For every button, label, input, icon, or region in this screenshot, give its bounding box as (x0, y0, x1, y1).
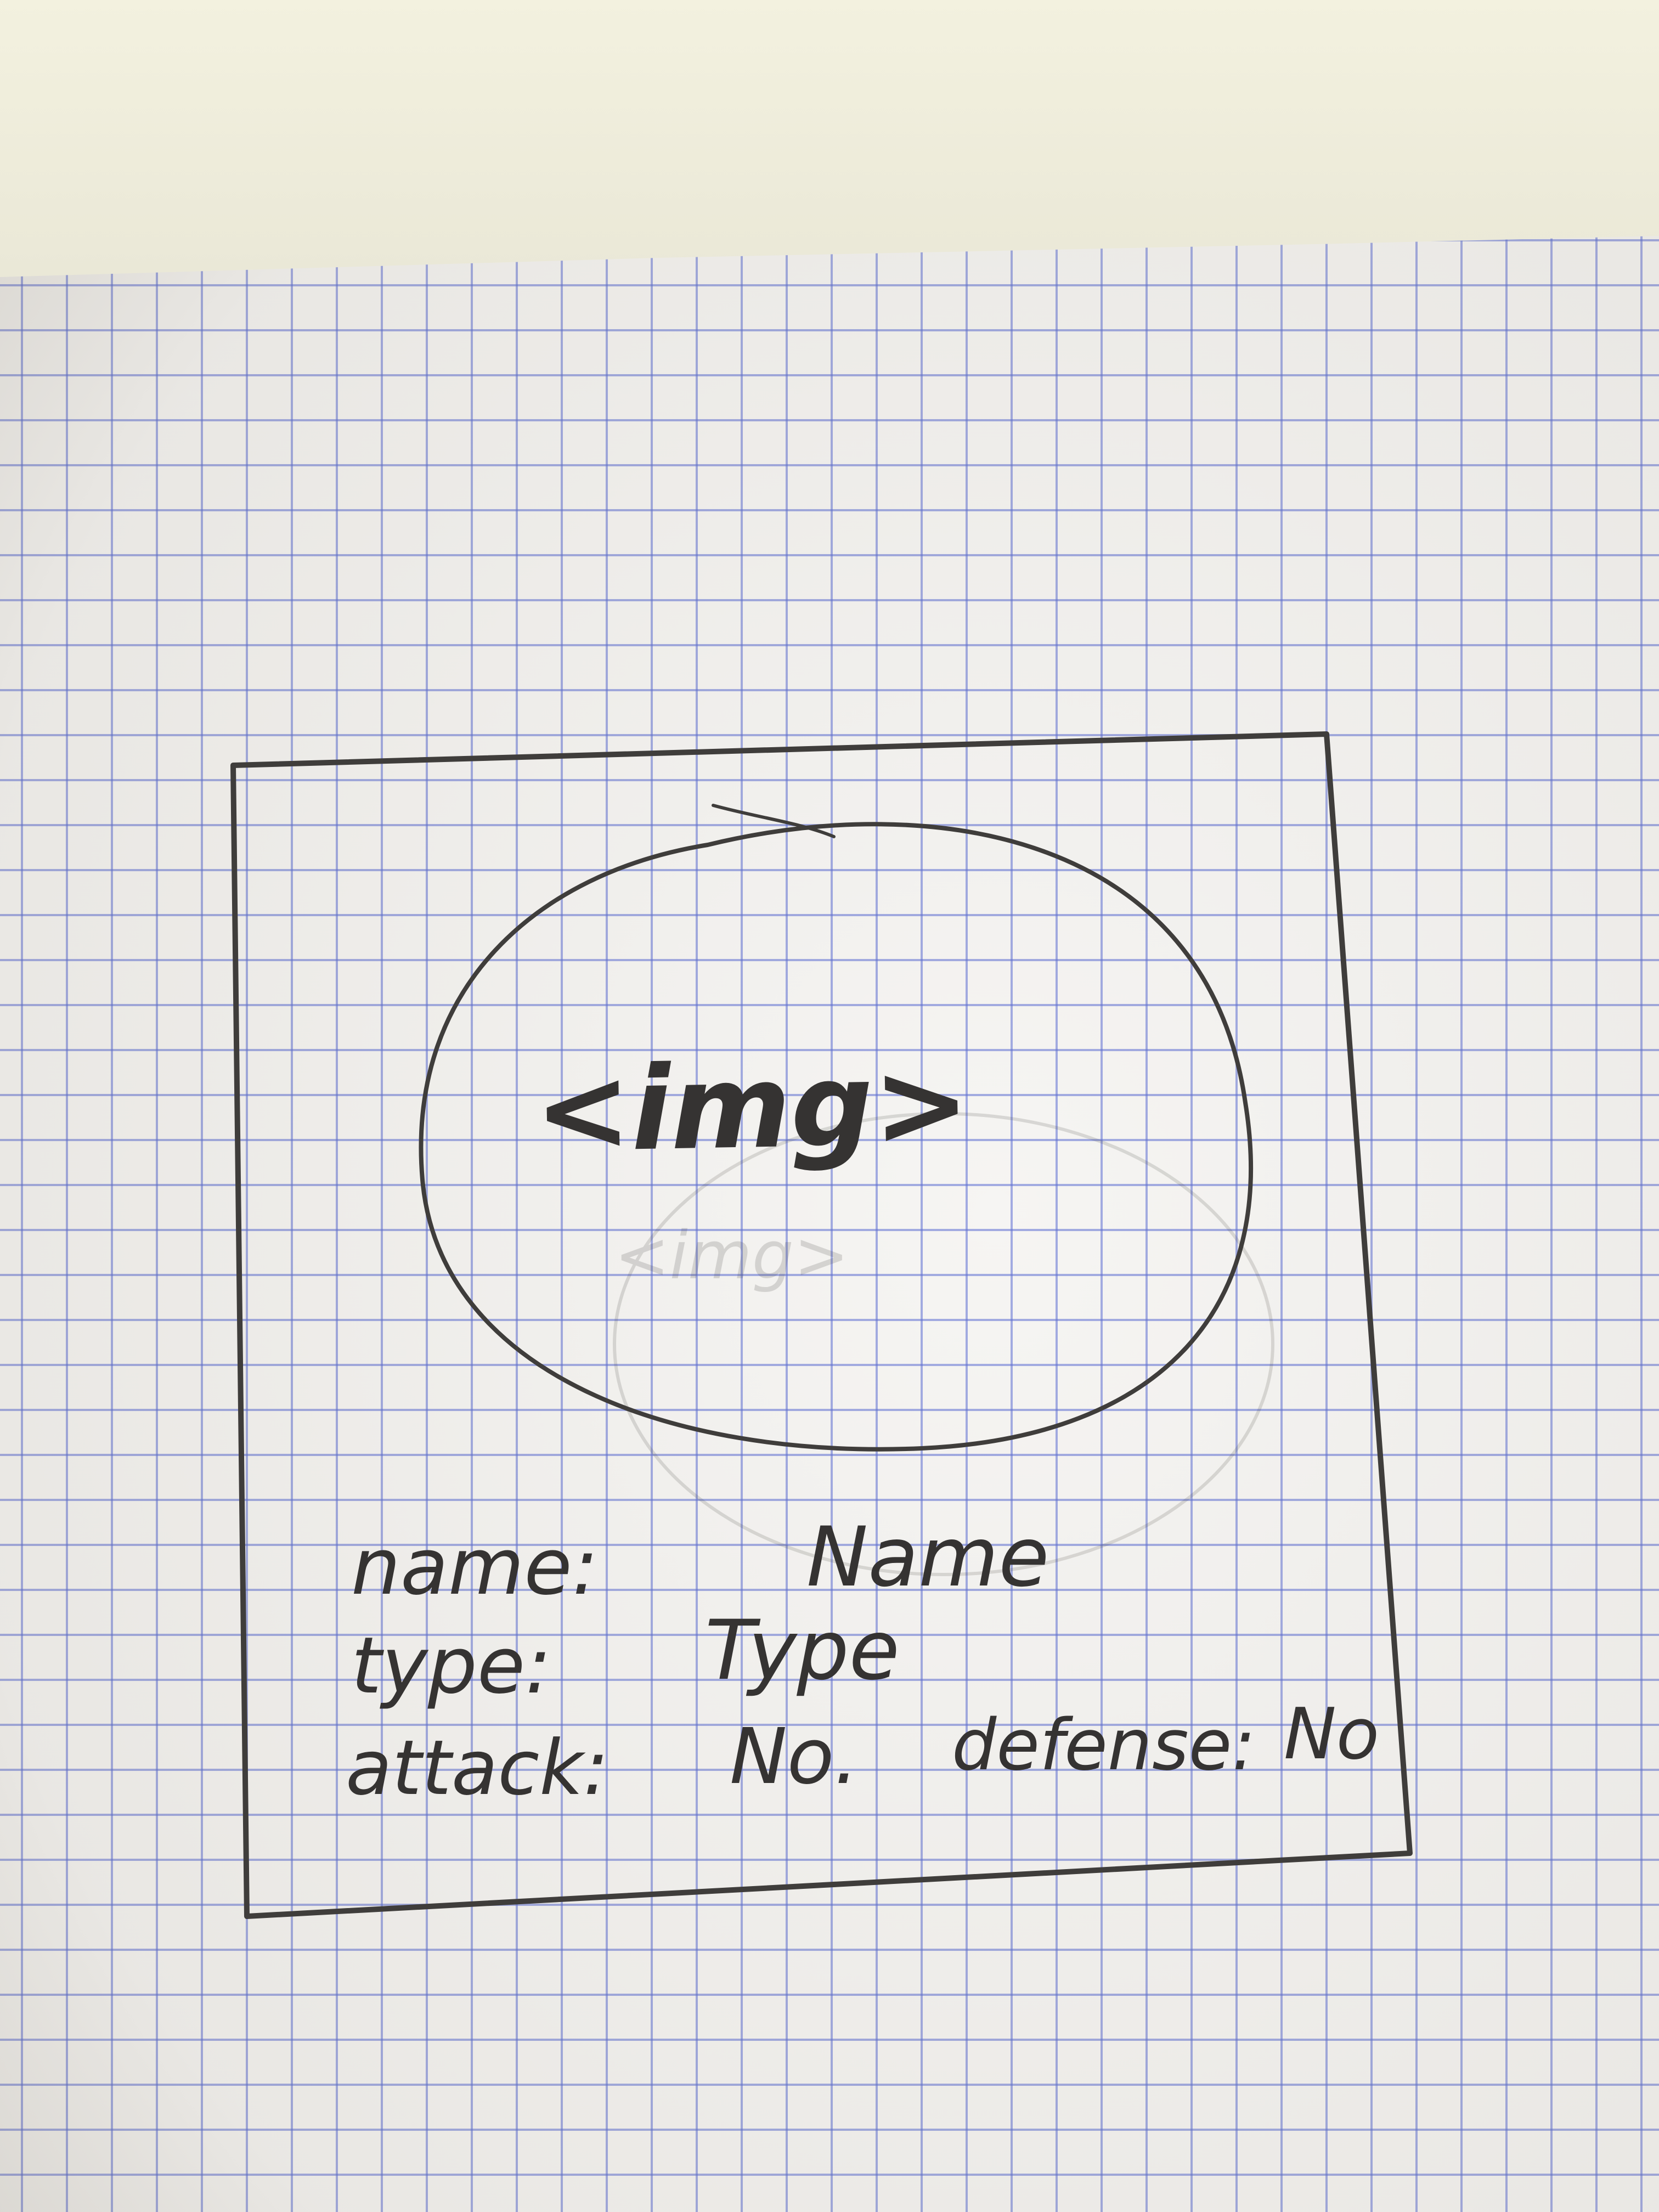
type-field-label: type: (351, 1621, 551, 1711)
erased-ghost-sketch: <img> (613, 1112, 1274, 1576)
attack-field-value: No. (730, 1712, 859, 1802)
defense-field-label: defense: (952, 1705, 1256, 1786)
type-field-value: Type (705, 1603, 900, 1699)
name-field-value: Name (806, 1510, 1049, 1605)
image-placeholder-label: <img> (533, 1036, 970, 1178)
card-fields: name: Name type: Type attack: No. defens… (346, 1510, 1379, 1812)
name-field-label: name: (351, 1522, 599, 1612)
svg-text:<img>: <img> (614, 1218, 849, 1294)
card-frame (230, 731, 1413, 1919)
defense-field-value: No (1284, 1694, 1379, 1775)
image-placeholder-circle (419, 822, 1254, 1452)
image-placeholder-circle-tail (712, 804, 836, 838)
attack-field-label: attack: (346, 1724, 609, 1812)
